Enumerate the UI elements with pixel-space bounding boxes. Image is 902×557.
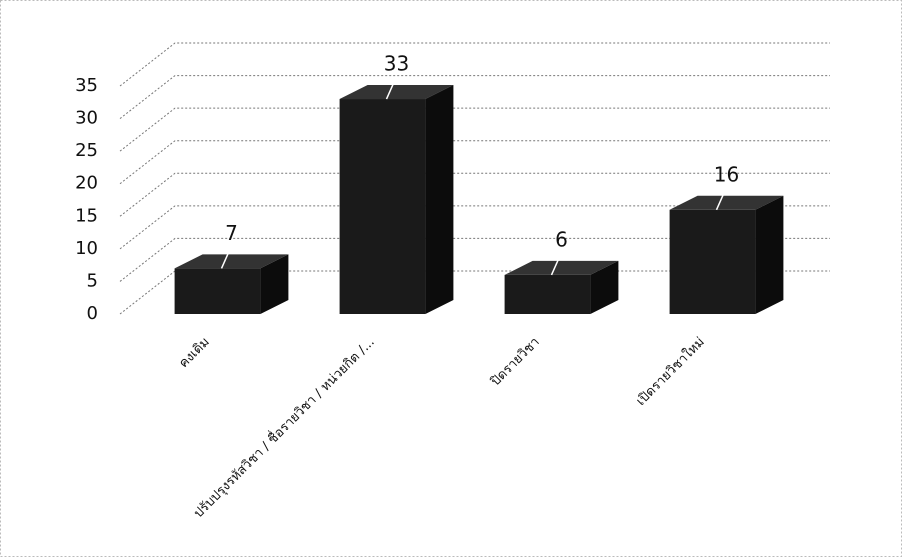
bar-side bbox=[755, 195, 784, 314]
grid-line bbox=[119, 205, 830, 250]
data-label: 33 bbox=[384, 52, 409, 76]
y-tick-label: 15 bbox=[75, 205, 98, 226]
bar-side bbox=[260, 254, 289, 314]
bar-top bbox=[339, 85, 454, 100]
grid-line bbox=[119, 237, 830, 282]
grid-line bbox=[119, 42, 830, 87]
grid-line bbox=[119, 75, 830, 119]
leader-line bbox=[715, 191, 726, 211]
bar-side bbox=[590, 260, 619, 314]
grid-line bbox=[119, 140, 830, 185]
grid-line bbox=[119, 107, 830, 152]
grid-line bbox=[119, 172, 830, 217]
bar-top bbox=[174, 254, 289, 269]
bar bbox=[669, 195, 784, 314]
bar-front bbox=[669, 209, 756, 314]
bar bbox=[504, 260, 619, 314]
y-tick-label: 5 bbox=[87, 270, 98, 291]
bar-front bbox=[339, 99, 426, 315]
bar-front bbox=[174, 268, 261, 314]
y-tick-label: 10 bbox=[75, 238, 98, 259]
bar-top bbox=[504, 260, 619, 275]
bar-side bbox=[425, 85, 454, 315]
y-tick-label: 25 bbox=[75, 140, 98, 161]
data-label: 16 bbox=[714, 162, 739, 186]
bar bbox=[339, 85, 454, 315]
y-tick-label: 30 bbox=[75, 108, 98, 129]
leader-line bbox=[385, 80, 396, 100]
bar-top bbox=[669, 195, 784, 210]
y-tick-label: 35 bbox=[75, 75, 98, 96]
bar-front bbox=[504, 274, 591, 314]
data-label: 6 bbox=[555, 227, 568, 251]
y-tick-label: 20 bbox=[75, 173, 98, 194]
leader-line bbox=[220, 250, 231, 269]
bar bbox=[174, 254, 289, 314]
y-tick-label: 0 bbox=[87, 303, 98, 324]
data-label: 7 bbox=[225, 221, 238, 245]
leader-line bbox=[550, 256, 561, 276]
